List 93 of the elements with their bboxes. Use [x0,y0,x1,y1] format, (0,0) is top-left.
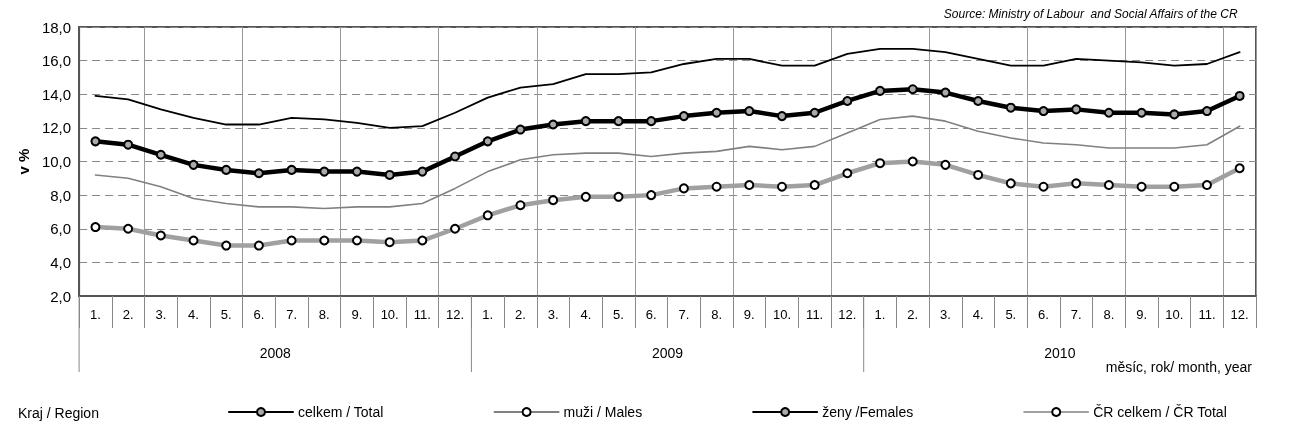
y-tick-label: 6,0 [50,220,72,238]
point [319,166,330,177]
point [580,116,591,127]
x-tick-label: 3. [547,307,559,322]
point [613,116,624,127]
x-tick-label: 2. [122,307,134,322]
point [940,87,951,98]
x-tick-label: 1. [874,307,886,322]
point [123,139,134,150]
point [678,111,689,122]
x-tick-label: 3. [940,307,951,322]
y-tick-label: 16,0 [41,52,72,70]
line-series [94,47,1241,129]
source-note: Source: Ministry of Labour and Social Affairs of the CR [943,7,1238,21]
y-tick-label: 12,0 [41,119,72,137]
point [155,149,166,160]
point [515,124,526,135]
legend-label: celkem / Total [298,404,384,420]
point [286,164,297,175]
x-tick-label: 2. [515,307,526,322]
x-tick-label: 1. [482,307,494,322]
x-tick-label: 9. [1136,307,1147,322]
point [1038,106,1049,117]
x-tick-label: 8. [1103,307,1115,322]
x-tick-label: 4. [188,307,199,322]
point [417,166,428,177]
legend-label: ženy /Females [822,404,914,420]
legend-label: muži / Males [563,404,643,420]
x-tick-label: 5. [613,307,624,322]
point [188,159,199,170]
point [973,95,984,106]
point [1005,102,1016,113]
point [1103,107,1114,118]
x-tick-label: 11. [413,307,431,322]
point [1136,107,1147,118]
point [744,106,755,117]
point [875,85,886,96]
x-tick-label: 12. [838,307,857,322]
point [1071,104,1082,115]
point [646,116,657,127]
x-tick-label: 5. [1005,307,1017,322]
text: 2008 [259,345,292,361]
x-tick-label: 7. [286,307,298,322]
y-tick-label: 10,0 [41,153,72,170]
x-tick-label: 1. [90,307,101,322]
x-tick-label: 2. [907,307,919,322]
point [711,107,722,118]
x-tick-label: 9. [351,307,363,322]
point [1201,106,1212,117]
point [253,168,264,179]
legend-title: Kraj / Region [18,405,99,421]
y-tick-label: 8,0 [50,186,72,204]
x-tick-label: 11. [1198,307,1216,322]
x-tick-label: 10. [772,307,792,322]
point [1234,90,1245,101]
point [907,84,918,95]
point [842,95,853,106]
point [384,169,395,180]
x-tick-label: 6. [253,307,265,322]
point [450,151,461,162]
text: 2010 [1044,345,1076,361]
x-tick-label: 4. [972,307,984,322]
y-tick-label: 2,0 [50,287,72,305]
point [90,136,101,147]
point [776,111,787,122]
x-tick-label: 10. [380,307,399,322]
x-tick-label: 12. [1230,307,1249,322]
x-tick-label: 7. [678,307,690,322]
point [482,136,493,147]
x-tick-label: 4. [580,307,592,322]
x-tick-label: 5. [220,307,232,322]
x-tick-label: 6. [1038,307,1049,322]
x-tick-label: 9. [743,307,755,322]
point [221,164,232,175]
x-tick-label: 10. [1165,307,1184,322]
y-tick-label: 4,0 [50,253,72,271]
x-tick-label: 7. [1070,307,1082,322]
y-axis-title: v % [15,148,32,175]
y-tick-label: 18,0 [41,18,72,36]
x-tick-label: 6. [645,307,657,322]
point [548,119,559,130]
point [351,166,362,177]
x-axis-title: měsíc, rok/ month, year [1105,359,1253,375]
point [1169,109,1180,120]
x-tick-label: 8. [318,307,330,322]
x-tick-label: 12. [446,307,465,322]
text: 2009 [651,345,684,361]
y-tick-label: 14,0 [41,85,72,103]
point [809,107,820,118]
legend-label: ČR celkem / ČR Total [1093,404,1227,420]
x-tick-label: 11. [806,307,824,322]
x-tick-label: 8. [711,307,723,322]
x-tick-label: 3. [155,307,167,322]
